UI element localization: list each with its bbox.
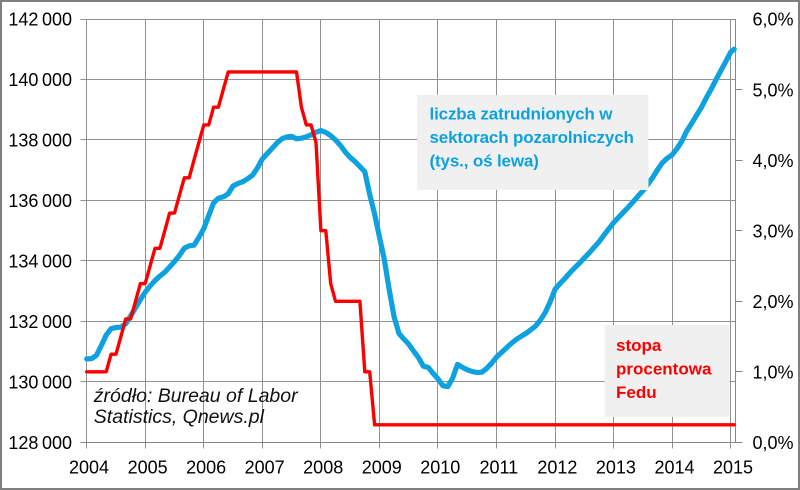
svg-text:2014: 2014 xyxy=(654,458,694,478)
svg-text:2011: 2011 xyxy=(479,458,518,478)
svg-text:sektorach pozarolniczych: sektorach pozarolniczych xyxy=(430,128,634,147)
svg-text:3,0%: 3,0% xyxy=(753,221,794,241)
svg-text:2006: 2006 xyxy=(186,458,226,478)
svg-text:4,0%: 4,0% xyxy=(753,151,794,171)
svg-text:Statistics, Qnews.pl: Statistics, Qnews.pl xyxy=(94,406,265,428)
svg-text:6,0%: 6,0% xyxy=(753,10,794,30)
svg-text:2008: 2008 xyxy=(303,458,343,478)
svg-text:138 000: 138 000 xyxy=(8,131,72,151)
svg-text:2015: 2015 xyxy=(713,458,753,478)
svg-text:źródło: Bureau of Labor: źródło: Bureau of Labor xyxy=(93,385,299,407)
svg-text:2010: 2010 xyxy=(420,458,460,478)
svg-text:stopa: stopa xyxy=(616,336,662,355)
svg-text:2004: 2004 xyxy=(69,458,109,478)
svg-text:134 000: 134 000 xyxy=(8,252,72,272)
svg-text:5,0%: 5,0% xyxy=(753,80,794,100)
svg-text:140 000: 140 000 xyxy=(8,70,72,90)
svg-text:Fedu: Fedu xyxy=(616,383,657,402)
svg-text:128 000: 128 000 xyxy=(8,433,72,453)
svg-text:2005: 2005 xyxy=(128,458,168,478)
svg-text:2012: 2012 xyxy=(537,458,577,478)
svg-text:2013: 2013 xyxy=(596,458,636,478)
svg-text:procentowa: procentowa xyxy=(616,360,712,379)
svg-text:130 000: 130 000 xyxy=(8,373,72,393)
svg-text:2009: 2009 xyxy=(362,458,402,478)
svg-text:136 000: 136 000 xyxy=(8,191,72,211)
svg-text:(tys., oś lewa): (tys., oś lewa) xyxy=(430,151,539,170)
svg-text:142 000: 142 000 xyxy=(8,10,72,30)
svg-text:0,0%: 0,0% xyxy=(753,433,794,453)
svg-text:2007: 2007 xyxy=(245,458,285,478)
svg-text:liczba zatrudnionych w: liczba zatrudnionych w xyxy=(430,105,614,124)
svg-text:2,0%: 2,0% xyxy=(753,292,794,312)
svg-text:132 000: 132 000 xyxy=(8,312,72,332)
svg-text:1,0%: 1,0% xyxy=(753,363,794,383)
